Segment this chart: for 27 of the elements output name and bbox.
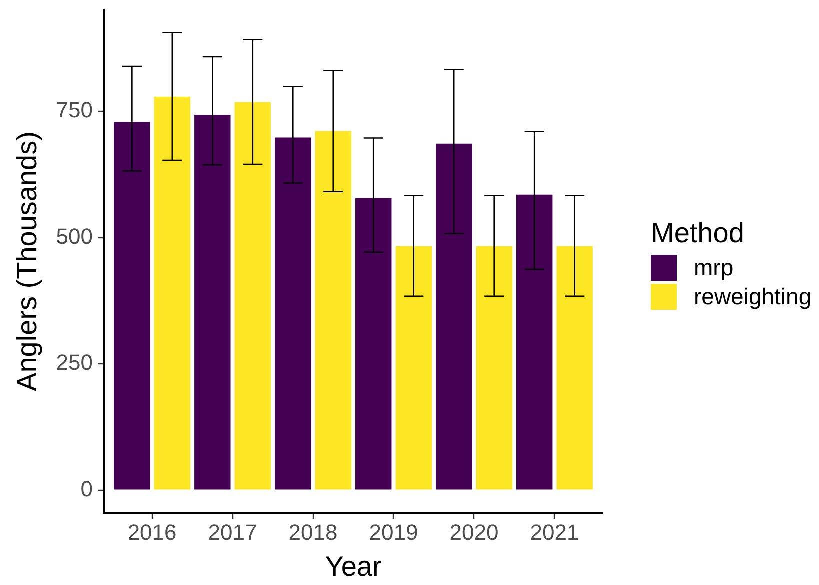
legend-title: Method bbox=[651, 218, 744, 249]
bar bbox=[154, 96, 191, 490]
bar bbox=[234, 102, 272, 490]
y-tick-label: 0 bbox=[80, 476, 93, 502]
bar bbox=[396, 246, 432, 490]
bar bbox=[114, 122, 150, 490]
x-tick-label: 2021 bbox=[530, 520, 580, 546]
legend-label: reweighting bbox=[694, 283, 812, 310]
y-tick-label: 750 bbox=[56, 98, 93, 123]
y-tick-label: 500 bbox=[56, 224, 93, 249]
x-axis-title: Year bbox=[325, 550, 382, 582]
y-tick-label: 250 bbox=[56, 350, 93, 376]
bar bbox=[516, 194, 553, 490]
bar bbox=[556, 246, 593, 490]
x-tick-label: 2018 bbox=[288, 520, 338, 546]
y-axis-title: Anglers (Thousands) bbox=[12, 132, 43, 392]
bar bbox=[194, 115, 231, 490]
bar bbox=[436, 144, 472, 490]
bar bbox=[315, 131, 352, 490]
x-tick-label: 2019 bbox=[369, 520, 418, 546]
bar bbox=[275, 138, 312, 490]
x-tick-label: 2017 bbox=[208, 520, 258, 546]
legend-label: mrp bbox=[694, 254, 734, 280]
bar bbox=[476, 246, 512, 490]
bar bbox=[356, 198, 392, 490]
x-tick-label: 2016 bbox=[128, 520, 177, 546]
x-tick-label: 2020 bbox=[450, 520, 499, 546]
